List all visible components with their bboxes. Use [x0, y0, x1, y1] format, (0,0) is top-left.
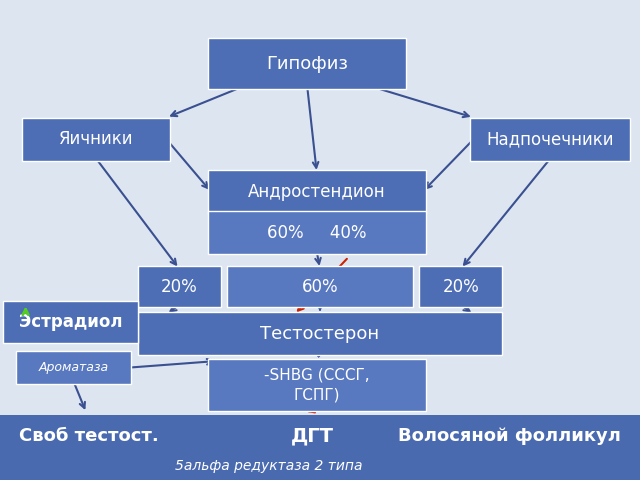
Text: 20%: 20%: [161, 278, 198, 296]
Text: 60%: 60%: [301, 278, 339, 296]
FancyBboxPatch shape: [208, 38, 406, 89]
FancyBboxPatch shape: [22, 118, 170, 161]
Text: Волосяной фолликул: Волосяной фолликул: [398, 427, 621, 445]
FancyBboxPatch shape: [208, 170, 426, 214]
Text: Тестостерон: Тестостерон: [260, 324, 380, 343]
FancyBboxPatch shape: [208, 359, 426, 411]
Text: 20%: 20%: [442, 278, 479, 296]
Text: 60%     40%: 60% 40%: [267, 224, 367, 242]
FancyBboxPatch shape: [16, 351, 131, 384]
FancyBboxPatch shape: [419, 266, 502, 307]
Text: ДГТ: ДГТ: [291, 426, 334, 445]
FancyBboxPatch shape: [138, 266, 221, 307]
Text: Ароматаза: Ароматаза: [38, 361, 109, 374]
Text: Эстрадиол: Эстрадиол: [19, 313, 122, 331]
FancyBboxPatch shape: [470, 118, 630, 161]
Text: Своб тестост.: Своб тестост.: [19, 427, 159, 445]
Text: -SHBG (СССГ,
ГСПГ): -SHBG (СССГ, ГСПГ): [264, 368, 370, 402]
Text: Яичники: Яичники: [59, 130, 133, 148]
FancyBboxPatch shape: [3, 301, 138, 343]
FancyBboxPatch shape: [138, 312, 502, 355]
FancyBboxPatch shape: [227, 266, 413, 307]
FancyBboxPatch shape: [0, 415, 640, 480]
Text: Надпочечники: Надпочечники: [486, 130, 614, 148]
Text: Андростендион: Андростендион: [248, 183, 386, 201]
Text: Гипофиз: Гипофиз: [266, 55, 348, 72]
Text: 5альфа редуктаза 2 типа: 5альфа редуктаза 2 типа: [175, 458, 362, 473]
FancyBboxPatch shape: [208, 211, 426, 254]
